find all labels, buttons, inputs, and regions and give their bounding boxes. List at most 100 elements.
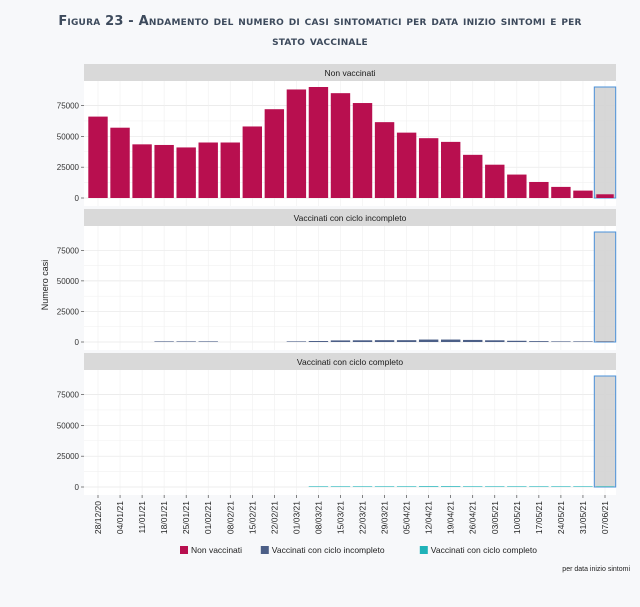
x-tick-label: 10/05/21 — [512, 501, 522, 534]
bar-28-12-20 — [88, 116, 108, 198]
bar-last — [596, 486, 614, 487]
bar-17-05-21 — [529, 486, 549, 487]
bar-08-03-21 — [308, 87, 329, 198]
bar-24-05-21 — [551, 341, 571, 342]
bar-12-04-21 — [418, 339, 439, 342]
x-tick-label: 19/04/21 — [446, 501, 456, 534]
x-tick-label: 01/02/21 — [203, 501, 213, 534]
x-tick-label: 17/05/21 — [534, 501, 544, 534]
x-tick-label: 26/04/21 — [468, 501, 478, 534]
x-tick-label: 29/03/21 — [380, 501, 390, 534]
bar-12-04-21 — [418, 138, 439, 198]
x-tick-label: 07/06/21 — [600, 501, 610, 534]
bar-19-04-21 — [440, 141, 461, 198]
bar-01-02-21 — [198, 341, 218, 342]
bar-25-01-21 — [176, 341, 196, 342]
bar-18-01-21 — [154, 144, 174, 198]
bar-17-05-21 — [529, 181, 549, 198]
bar-05-04-21 — [396, 486, 417, 487]
x-tick-label: 15/03/21 — [335, 501, 345, 534]
panel-title: Non vaccinati — [324, 68, 375, 78]
bar-10-05-21 — [507, 340, 527, 342]
bar-05-04-21 — [396, 340, 417, 342]
x-tick-label: 28/12/20 — [93, 501, 103, 534]
panel-strip — [84, 353, 616, 370]
y-tick-label: 75000 — [57, 246, 80, 255]
x-tick-label: 15/02/21 — [247, 501, 257, 534]
bar-01-03-21 — [286, 341, 307, 342]
bar-08-02-21 — [220, 142, 240, 198]
x-tick-label: 24/05/21 — [556, 501, 566, 534]
bar-31-05-21 — [573, 341, 593, 342]
x-tick-label: 11/01/21 — [137, 501, 147, 534]
bar-17-05-21 — [529, 341, 549, 342]
x-tick-label: 05/04/21 — [402, 501, 412, 534]
y-tick-label: 0 — [75, 338, 80, 347]
bar-08-03-21 — [308, 341, 329, 342]
bar-19-04-21 — [440, 339, 461, 342]
bar-15-03-21 — [330, 93, 351, 198]
x-tick-label: 25/01/21 — [181, 501, 191, 534]
bar-05-04-21 — [396, 132, 417, 198]
bar-04-01-21 — [110, 127, 130, 198]
legend-label: Vaccinati con ciclo incompleto — [272, 545, 385, 555]
x-tick-label: 22/03/21 — [358, 501, 368, 534]
x-tick-label: 22/02/21 — [269, 501, 279, 534]
y-tick-label: 25000 — [57, 163, 80, 172]
legend-swatch — [260, 546, 269, 554]
bar-31-05-21 — [573, 486, 593, 487]
x-tick-label: 03/05/21 — [490, 501, 500, 534]
bar-31-05-21 — [573, 190, 593, 198]
bar-08-03-21 — [308, 486, 329, 487]
panel-background — [84, 226, 616, 350]
x-tick-label: 08/03/21 — [313, 501, 323, 534]
bar-29-03-21 — [374, 486, 395, 487]
bar-15-03-21 — [330, 486, 351, 487]
y-tick-label: 75000 — [57, 102, 80, 111]
bar-15-03-21 — [330, 340, 351, 342]
bar-22-02-21 — [264, 109, 285, 198]
panel-title: Vaccinati con ciclo completo — [297, 357, 403, 367]
y-tick-label: 0 — [75, 483, 80, 492]
bar-24-05-21 — [551, 186, 571, 198]
panel-strip — [84, 64, 616, 81]
bar-19-04-21 — [440, 486, 461, 487]
bar-last — [596, 194, 614, 198]
bar-01-03-21 — [286, 89, 307, 198]
legend-label: Non vaccinati — [191, 545, 242, 555]
bar-29-03-21 — [374, 122, 395, 198]
caption: per data inizio sintomi — [562, 566, 630, 573]
panel-strip — [84, 209, 616, 226]
y-axis-label: Numero casi — [40, 260, 50, 311]
bar-22-03-21 — [352, 486, 373, 487]
x-tick-label: 18/01/21 — [159, 501, 169, 534]
bar-10-05-21 — [507, 174, 527, 198]
bar-22-03-21 — [352, 103, 373, 198]
legend-swatch — [180, 546, 188, 554]
x-tick-label: 31/05/21 — [578, 501, 588, 534]
legend-swatch — [419, 546, 428, 554]
highlight-box — [593, 86, 617, 199]
bar-29-03-21 — [374, 340, 395, 342]
bar-03-05-21 — [485, 164, 505, 198]
bar-01-02-21 — [198, 142, 218, 198]
x-tick-label: 04/01/21 — [115, 501, 125, 534]
highlight-box — [593, 375, 617, 488]
x-tick-label: 08/02/21 — [225, 501, 235, 534]
y-tick-label: 25000 — [57, 452, 80, 461]
bar-03-05-21 — [485, 486, 505, 487]
bar-25-01-21 — [176, 147, 196, 198]
y-tick-label: 50000 — [57, 421, 80, 430]
bar-24-05-21 — [551, 486, 571, 487]
x-tick-label: 01/03/21 — [291, 501, 301, 534]
bar-11-01-21 — [132, 144, 152, 198]
y-tick-label: 50000 — [57, 277, 80, 286]
panel-background — [84, 370, 616, 495]
bar-03-05-21 — [485, 340, 505, 342]
legend-label: Vaccinati con ciclo completo — [431, 545, 537, 555]
bar-26-04-21 — [463, 339, 483, 342]
bar-12-04-21 — [418, 486, 439, 487]
y-tick-label: 0 — [75, 194, 80, 203]
bar-26-04-21 — [463, 154, 483, 198]
